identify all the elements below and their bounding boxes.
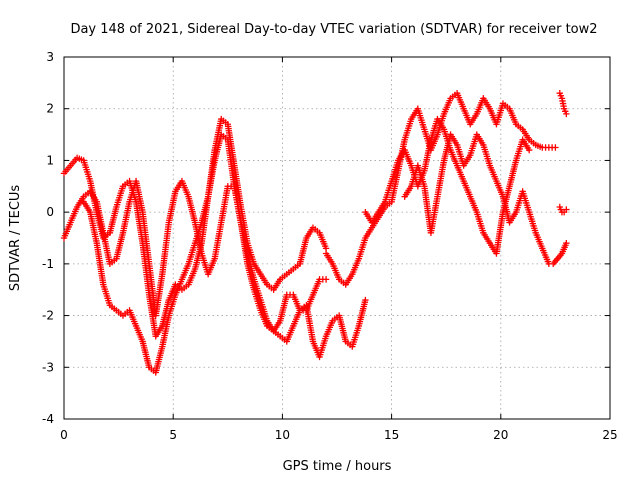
y-tick-label: 3	[46, 50, 54, 64]
x-tick-label: 15	[384, 428, 399, 442]
data-point	[563, 239, 570, 247]
data-point	[552, 144, 559, 151]
x-tick-label: 10	[275, 428, 290, 442]
data-points	[60, 90, 570, 376]
x-axis: 0 5 10 15 20 25	[60, 57, 618, 442]
y-axis: -4 -3 -2 -1 0 1 2 3	[42, 50, 610, 426]
data-point	[322, 276, 330, 283]
data-point	[563, 206, 570, 213]
y-tick-label: -4	[42, 412, 54, 426]
y-tick-label: 2	[46, 102, 54, 116]
x-tick-label: 5	[169, 428, 177, 442]
data-point	[563, 110, 570, 118]
y-tick-label: -3	[42, 360, 54, 374]
x-axis-label: GPS time / hours	[283, 459, 392, 474]
y-tick-label: -1	[42, 257, 54, 271]
x-tick-label: 20	[493, 428, 508, 442]
y-axis-label: SDTVAR / TECUs	[8, 185, 23, 292]
data-point	[525, 146, 533, 154]
data-point	[362, 296, 369, 304]
x-tick-label: 25	[602, 428, 617, 442]
x-tick-label: 0	[60, 428, 68, 442]
chart-title: Day 148 of 2021, Sidereal Day-to-day VTE…	[70, 22, 597, 37]
y-tick-label: 1	[46, 153, 54, 167]
y-tick-label: -2	[42, 309, 54, 323]
y-tick-label: 0	[46, 205, 54, 219]
